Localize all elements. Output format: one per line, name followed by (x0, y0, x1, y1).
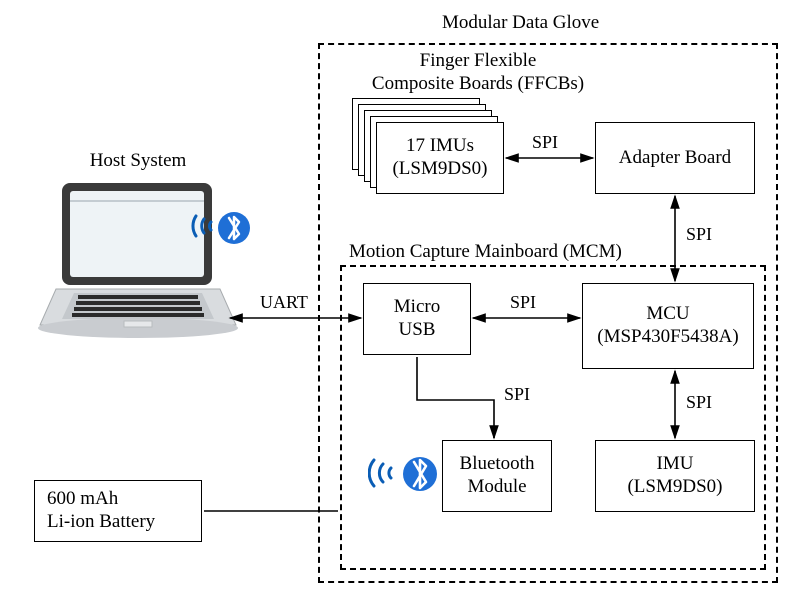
mcu-line2: (MSP430F5438A) (597, 326, 738, 349)
imu-line2: (LSM9DS0) (627, 476, 722, 499)
bt-line2: Module (467, 476, 526, 499)
imus17-line1: 17 IMUs (406, 135, 474, 158)
mcu-box: MCU (MSP430F5438A) (582, 283, 754, 369)
bluetooth-module-icon (368, 448, 448, 508)
battery-line1: 600 mAh (47, 488, 118, 511)
spi-label-micro-mcu: SPI (510, 292, 536, 314)
battery-box: 600 mAh Li-ion Battery (34, 480, 202, 542)
spi-label-imus-adapter: SPI (532, 132, 558, 154)
micro-usb-line1: Micro (394, 296, 440, 319)
adapter-board-box: Adapter Board (595, 122, 755, 194)
micro-usb-box: Micro USB (363, 283, 471, 355)
spi-label-adapter-mcu: SPI (686, 224, 712, 246)
laptop-icon (20, 175, 260, 375)
adapter-board-label: Adapter Board (619, 147, 731, 170)
host-system-title: Host System (78, 150, 198, 173)
spi-label-micro-bt: SPI (504, 384, 530, 406)
imus17-box: 17 IMUs (LSM9DS0) (376, 122, 504, 194)
uart-label: UART (260, 292, 308, 314)
mcu-line1: MCU (646, 303, 689, 326)
battery-line2: Li-ion Battery (47, 511, 155, 534)
imu-line1: IMU (657, 453, 694, 476)
micro-usb-line2: USB (399, 319, 436, 342)
bt-line1: Bluetooth (460, 453, 535, 476)
imu-box: IMU (LSM9DS0) (595, 440, 755, 512)
spi-label-mcu-imu: SPI (686, 392, 712, 414)
title-modular-data-glove: Modular Data Glove (442, 12, 599, 35)
imus17-line2: (LSM9DS0) (392, 158, 487, 181)
ffcb-stack: 17 IMUs (LSM9DS0) (376, 122, 504, 194)
bluetooth-host-icon (190, 206, 260, 266)
bluetooth-module-box: Bluetooth Module (442, 440, 552, 512)
